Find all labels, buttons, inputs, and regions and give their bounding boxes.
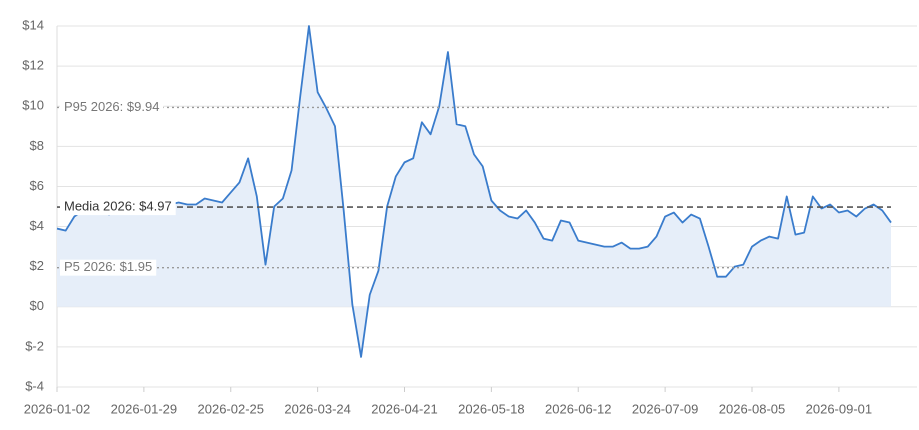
reference-label-bg xyxy=(60,259,157,276)
x-tick-label: 2026-08-05 xyxy=(719,401,786,416)
x-tick-label: 2026-04-21 xyxy=(371,401,438,416)
reference-label-bg xyxy=(60,99,164,116)
reference-label: P95 2026: $9.94 xyxy=(64,99,159,114)
area xyxy=(57,26,891,357)
y-tick-label: $2 xyxy=(30,258,44,273)
x-tick-label: 2026-01-02 xyxy=(24,401,91,416)
reference-label: Media 2026: $4.97 xyxy=(64,199,172,214)
y-tick-label: $-2 xyxy=(25,338,44,353)
y-tick-label: $6 xyxy=(30,178,44,193)
y-tick-label: $10 xyxy=(22,98,44,113)
reference-label-bg xyxy=(60,199,176,216)
y-tick-label: $14 xyxy=(22,17,44,32)
y-tick-label: $4 xyxy=(30,218,44,233)
x-tick-label: 2026-06-12 xyxy=(545,401,612,416)
y-tick-label: $8 xyxy=(30,138,44,153)
x-tick-label: 2026-09-01 xyxy=(806,401,873,416)
reference-label: P5 2026: $1.95 xyxy=(64,259,152,274)
x-tick-label: 2026-07-09 xyxy=(632,401,699,416)
x-tick-label: 2026-02-25 xyxy=(198,401,265,416)
x-tick-label: 2026-05-18 xyxy=(458,401,525,416)
x-tick-label: 2026-03-24 xyxy=(284,401,351,416)
line xyxy=(56,25,892,358)
y-tick-label: $12 xyxy=(22,58,44,73)
y-tick-label: $-4 xyxy=(25,378,44,393)
x-tick-label: 2026-01-29 xyxy=(111,401,178,416)
y-tick-label: $0 xyxy=(30,298,44,313)
